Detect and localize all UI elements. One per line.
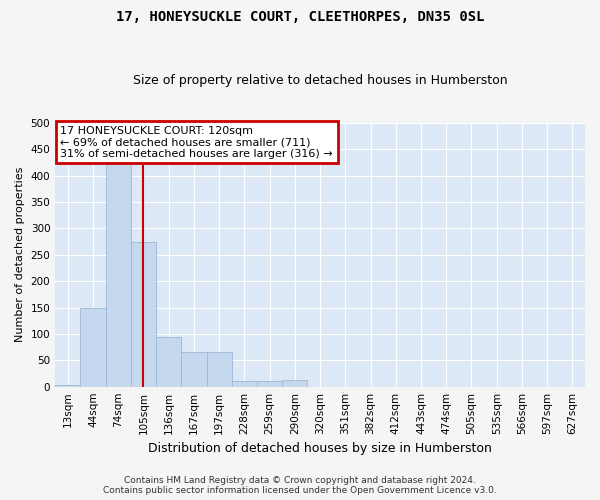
Text: Contains HM Land Registry data © Crown copyright and database right 2024.
Contai: Contains HM Land Registry data © Crown c… <box>103 476 497 495</box>
X-axis label: Distribution of detached houses by size in Humberston: Distribution of detached houses by size … <box>148 442 492 455</box>
Text: 17, HONEYSUCKLE COURT, CLEETHORPES, DN35 0SL: 17, HONEYSUCKLE COURT, CLEETHORPES, DN35… <box>116 10 484 24</box>
Bar <box>156 336 181 386</box>
Text: 17 HONEYSUCKLE COURT: 120sqm
← 69% of detached houses are smaller (711)
31% of s: 17 HONEYSUCKLE COURT: 120sqm ← 69% of de… <box>61 126 333 158</box>
Bar <box>257 382 282 386</box>
Bar <box>80 308 106 386</box>
Bar <box>181 352 206 386</box>
Title: Size of property relative to detached houses in Humberston: Size of property relative to detached ho… <box>133 74 508 87</box>
Bar <box>282 380 307 386</box>
Y-axis label: Number of detached properties: Number of detached properties <box>15 167 25 342</box>
Bar <box>55 384 80 386</box>
Bar <box>106 144 131 386</box>
Bar <box>131 242 156 386</box>
Bar <box>232 382 257 386</box>
Bar <box>206 352 232 386</box>
